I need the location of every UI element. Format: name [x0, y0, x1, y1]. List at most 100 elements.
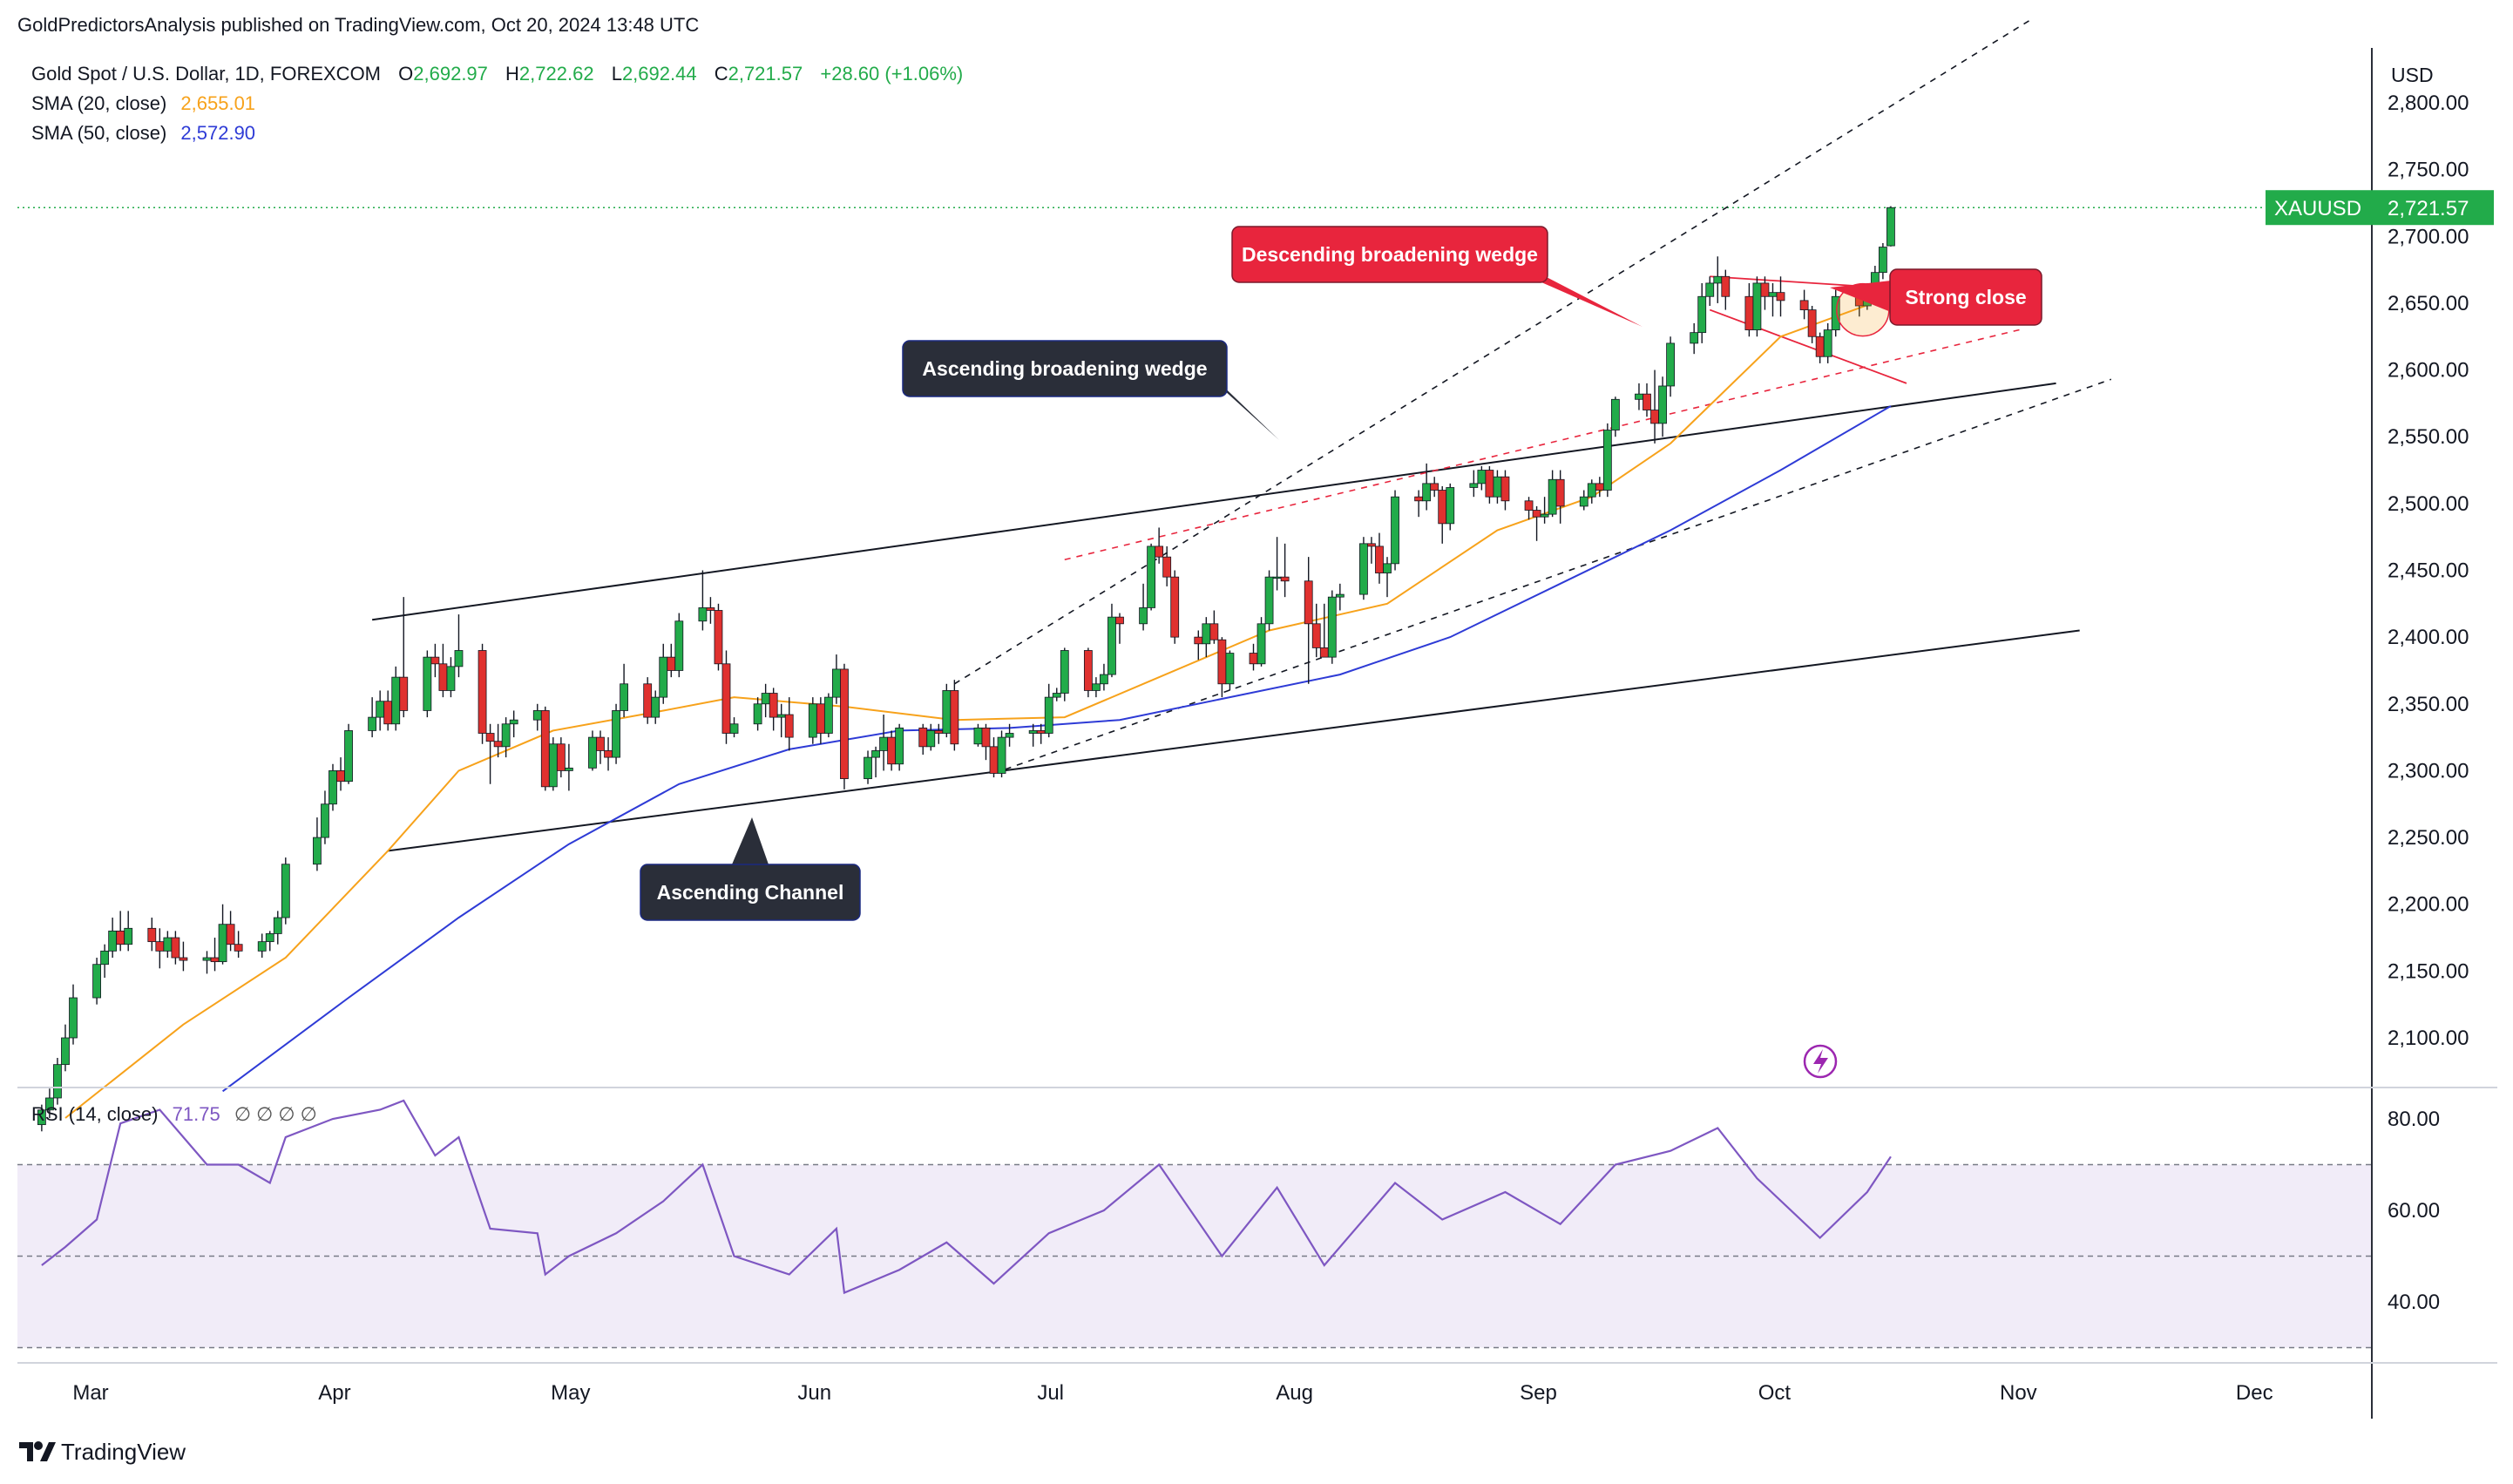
candle-body	[383, 701, 393, 725]
candle	[1815, 332, 1825, 363]
candle	[1831, 289, 1840, 337]
candle-body	[376, 701, 385, 718]
candle	[1422, 463, 1432, 511]
sma50-legend[interactable]: SMA (50, close) 2,572.90	[31, 122, 255, 144]
candle	[273, 911, 282, 945]
candle-body	[69, 997, 78, 1039]
candle	[1823, 322, 1832, 363]
candle	[53, 1057, 62, 1105]
rsi-value: 71.75	[173, 1103, 220, 1125]
candle	[1304, 557, 1313, 684]
currency-label[interactable]: USD	[2391, 64, 2434, 86]
candle	[706, 597, 715, 624]
ohlc-open-value: 2,692.97	[413, 63, 488, 85]
candle-body	[1139, 607, 1148, 625]
candle-body	[1249, 653, 1258, 665]
candle-body	[1335, 593, 1345, 598]
candle-body	[179, 957, 188, 961]
candle-body	[430, 656, 440, 665]
candle-body	[1666, 342, 1675, 387]
candle	[1162, 545, 1172, 586]
candle	[1807, 305, 1817, 343]
candle	[1280, 543, 1290, 598]
candle	[548, 737, 558, 791]
candle	[485, 723, 495, 784]
candle-body	[1768, 292, 1778, 297]
candle-body	[281, 864, 290, 918]
candle	[1768, 282, 1778, 317]
candle	[179, 941, 188, 972]
wedge-lower-line	[993, 378, 2112, 775]
candle-body	[556, 743, 566, 771]
candle-body	[1100, 674, 1108, 685]
candle	[1383, 557, 1392, 598]
candle	[265, 931, 274, 952]
candle	[147, 918, 157, 952]
candle-body	[761, 693, 770, 705]
candle	[1005, 723, 1014, 747]
candle	[784, 697, 794, 751]
candle-body	[1697, 295, 1707, 334]
candle-body	[273, 917, 282, 934]
candle-body	[1532, 510, 1541, 518]
price-tick-label: 2,500.00	[2388, 492, 2469, 516]
candle	[1438, 485, 1447, 544]
price-tick-label: 2,250.00	[2388, 826, 2469, 850]
candle	[714, 603, 723, 671]
symbol-title[interactable]: Gold Spot / U.S. Dollar, 1D, FOREXCOM O2…	[31, 63, 963, 85]
sma20-legend[interactable]: SMA (20, close) 2,655.01	[31, 92, 255, 114]
candle	[753, 697, 762, 731]
candle	[761, 683, 770, 718]
rsi-legend[interactable]: RSI (14, close) 71.75 ∅ ∅ ∅ ∅	[31, 1103, 317, 1125]
candle	[596, 730, 605, 764]
candle	[1721, 269, 1731, 310]
candle-body	[391, 676, 401, 725]
candle-body	[446, 666, 456, 691]
candle-body	[501, 723, 511, 748]
sma20-label: SMA (20, close)	[31, 92, 166, 114]
strong-close-callout-pointer	[1830, 281, 1891, 312]
candle	[1115, 613, 1124, 644]
candle	[202, 951, 212, 974]
candle	[155, 928, 165, 969]
candle	[509, 710, 518, 738]
candle-body	[1579, 496, 1588, 507]
candle-body	[1414, 496, 1424, 502]
candle-body	[588, 736, 597, 769]
candle	[926, 723, 936, 751]
candle-body	[1831, 295, 1840, 330]
symbol-name: Gold Spot / U.S. Dollar, 1D, FOREXCOM	[31, 63, 381, 85]
candle	[620, 663, 628, 718]
candle-body	[871, 750, 880, 758]
price-tick-label: 2,650.00	[2388, 292, 2469, 315]
candle-body	[344, 730, 353, 783]
candle-body	[532, 710, 542, 721]
candle-body	[1304, 580, 1313, 625]
candle-body	[1602, 430, 1612, 491]
candle-body	[1807, 309, 1817, 337]
candle	[1052, 688, 1061, 701]
candle	[1776, 276, 1785, 317]
candle-body	[776, 714, 786, 718]
candle-body	[1540, 513, 1549, 518]
candle-body	[478, 650, 487, 734]
ascending-wedge-callout-text: Ascending broadening wedge	[922, 357, 1207, 380]
candle-body	[234, 944, 243, 952]
candle-body	[823, 696, 833, 734]
candle-body	[784, 714, 794, 738]
candle-body	[973, 727, 983, 745]
candle	[895, 723, 904, 771]
candle-body	[729, 723, 739, 734]
candle-body	[485, 733, 495, 742]
candle-body	[864, 756, 872, 780]
candle	[1359, 537, 1368, 600]
rsi-pane: 40.00 60.00 80.00	[17, 1099, 2440, 1349]
candle	[659, 643, 668, 704]
candle-body	[313, 837, 322, 865]
candle	[1264, 570, 1274, 631]
candle-body	[753, 703, 762, 725]
candle-body	[714, 610, 723, 665]
candle	[1493, 470, 1502, 504]
candle	[1028, 723, 1038, 747]
candle	[1752, 276, 1762, 337]
